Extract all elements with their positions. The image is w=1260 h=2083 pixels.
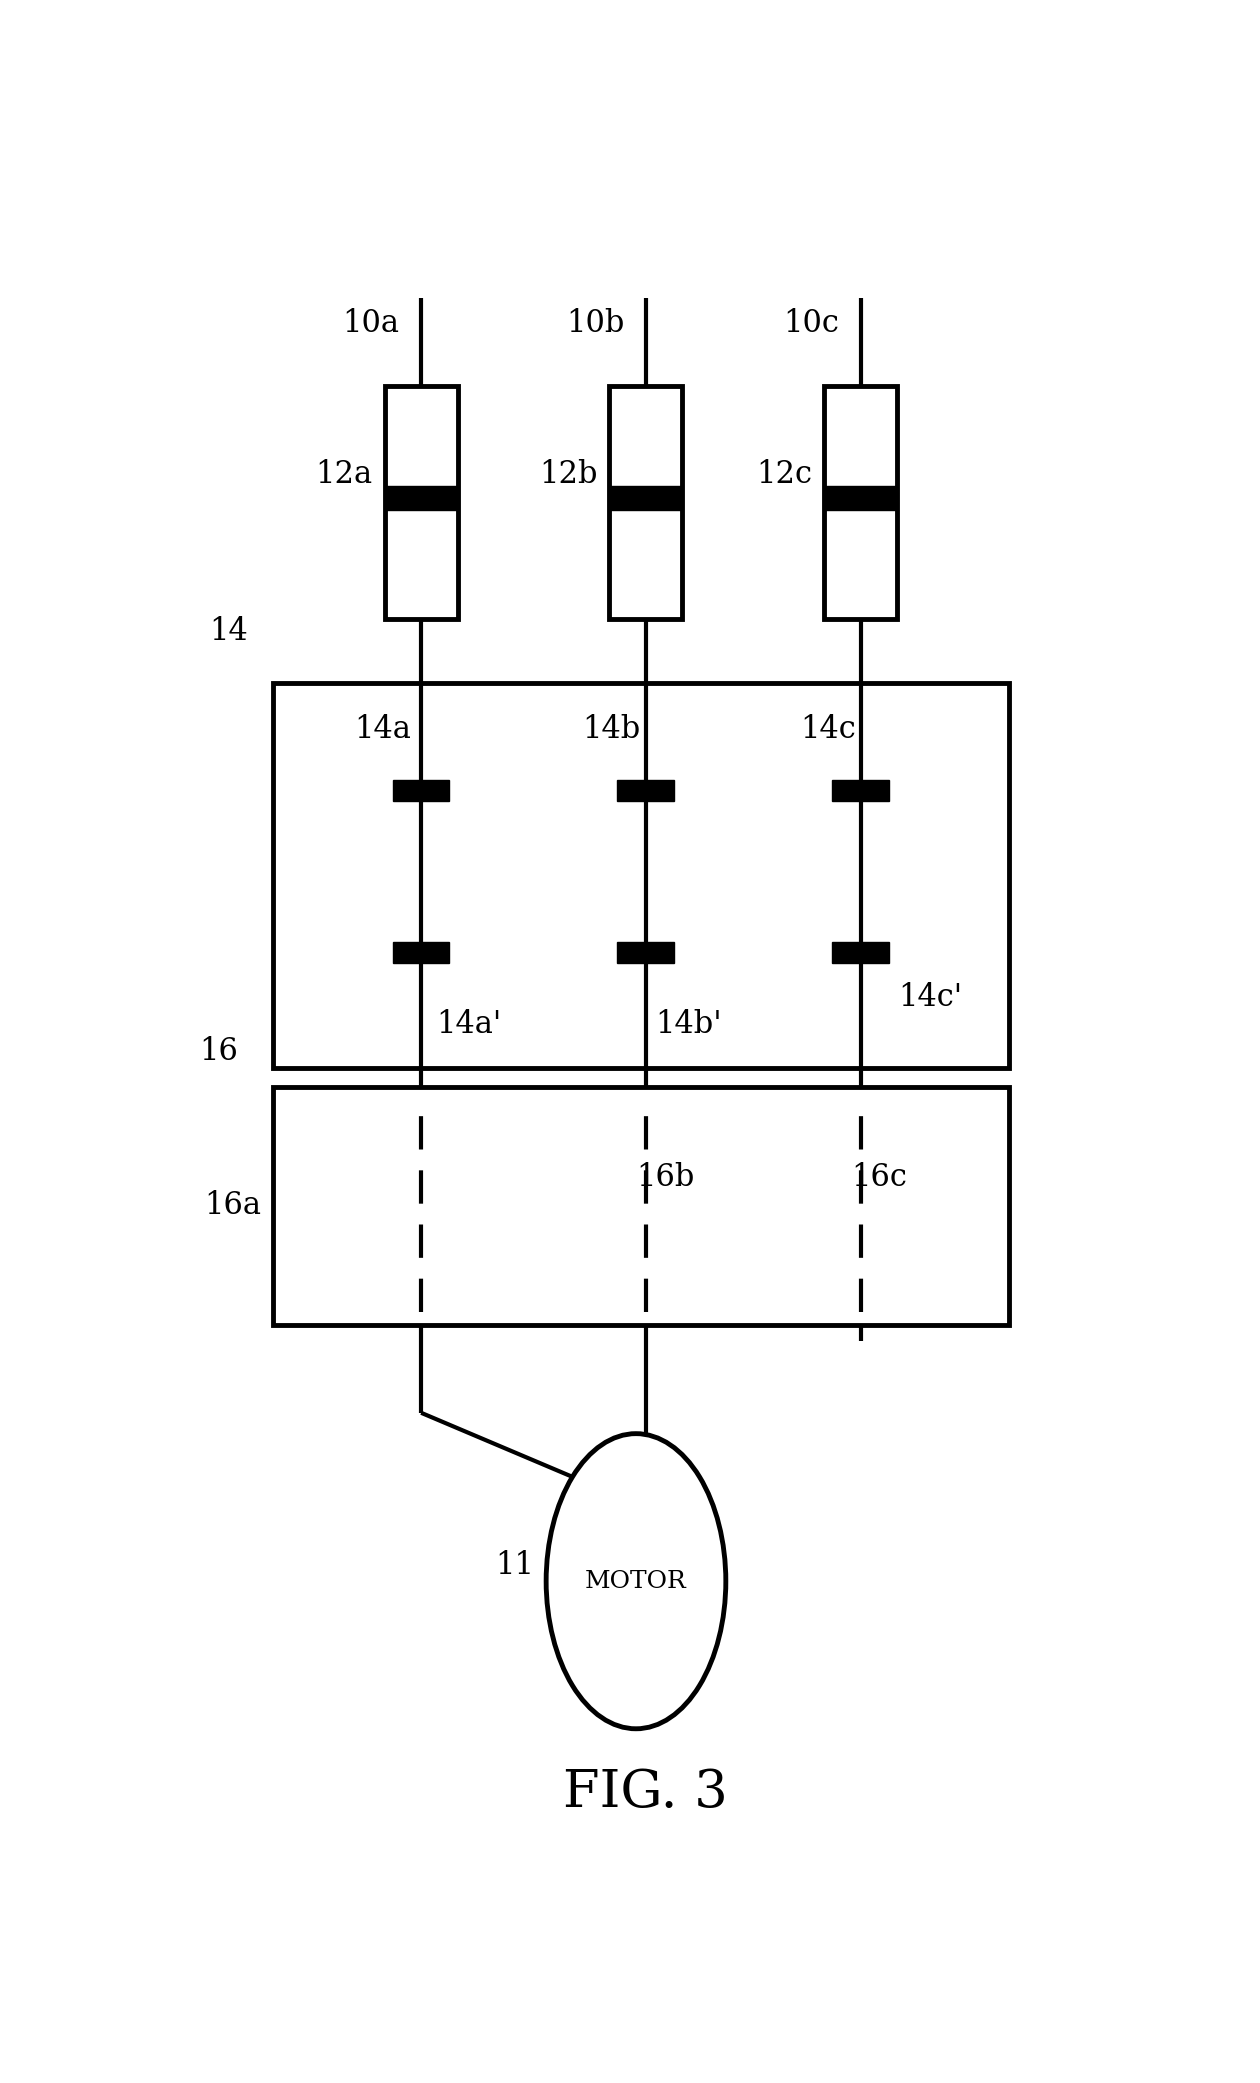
- Bar: [617, 942, 674, 962]
- Text: FIG. 3: FIG. 3: [563, 1766, 728, 1818]
- Bar: [393, 942, 450, 962]
- Text: 12c: 12c: [756, 458, 813, 490]
- Bar: [272, 1087, 1009, 1325]
- Bar: [384, 385, 457, 619]
- Text: 16a: 16a: [204, 1189, 261, 1221]
- Bar: [272, 683, 1009, 1069]
- Bar: [824, 485, 897, 510]
- Text: 16c: 16c: [850, 1162, 907, 1194]
- Text: 16b: 16b: [636, 1162, 694, 1194]
- Bar: [609, 385, 683, 619]
- Text: 12b: 12b: [539, 458, 597, 490]
- Text: 14b': 14b': [655, 1008, 722, 1039]
- Bar: [609, 485, 683, 510]
- Text: 14: 14: [209, 617, 248, 648]
- Text: 14c': 14c': [898, 981, 963, 1012]
- Bar: [384, 485, 457, 510]
- Text: 14b: 14b: [582, 714, 641, 746]
- Text: 14c: 14c: [800, 714, 856, 746]
- Text: 10a: 10a: [343, 308, 399, 340]
- Bar: [833, 942, 888, 962]
- Bar: [393, 781, 450, 802]
- Text: 14a: 14a: [354, 714, 411, 746]
- Text: 12a: 12a: [316, 458, 373, 490]
- Text: 11: 11: [495, 1550, 534, 1581]
- Bar: [824, 385, 897, 619]
- Text: 14a': 14a': [436, 1008, 501, 1039]
- Bar: [617, 781, 674, 802]
- Text: MOTOR: MOTOR: [585, 1571, 687, 1593]
- Text: 16: 16: [199, 1037, 238, 1066]
- Text: 10b: 10b: [566, 308, 624, 340]
- Bar: [833, 781, 888, 802]
- Text: 10c: 10c: [784, 308, 839, 340]
